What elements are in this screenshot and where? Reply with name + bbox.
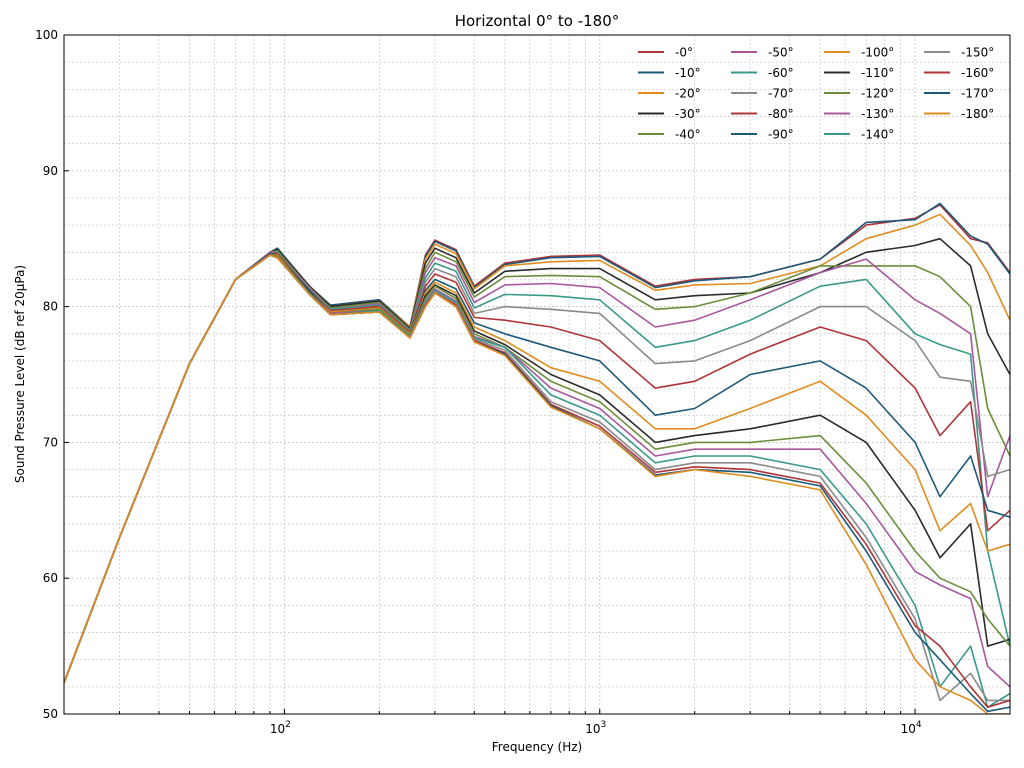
x-tick-label: 103 <box>585 720 606 736</box>
series-line-18 <box>64 254 1010 714</box>
y-tick-label: 80 <box>43 300 58 314</box>
x-tick-label: 102 <box>270 720 291 736</box>
series-line-7 <box>64 252 1010 684</box>
legend-label-9: -90° <box>768 128 794 142</box>
legend-label-7: -70° <box>768 87 794 101</box>
series-line-16 <box>64 254 1010 709</box>
legend-label-17: -170° <box>961 87 994 101</box>
series-line-8 <box>64 252 1010 684</box>
legend-label-6: -60° <box>768 66 794 80</box>
axis-ticks: 50 60 70 80 90 100 102 103 104 <box>35 28 1011 736</box>
series-line-14 <box>64 254 1010 709</box>
legend-label-13: -130° <box>861 107 894 121</box>
legend-label-18: -180° <box>961 107 994 121</box>
series-line-5 <box>64 251 1010 684</box>
legend-label-3: -30° <box>675 107 701 121</box>
chart-title: Horizontal 0° to -180° <box>455 12 620 30</box>
x-axis-label: Frequency (Hz) <box>492 740 583 754</box>
series-line-17 <box>64 254 1010 713</box>
legend-label-11: -110° <box>861 66 894 80</box>
series-lines <box>64 202 1010 714</box>
legend-label-5: -50° <box>768 46 794 60</box>
x-tick-label: 104 <box>901 720 922 736</box>
series-line-10 <box>64 254 1010 684</box>
series-line-15 <box>64 254 1010 702</box>
y-tick-label: 100 <box>35 28 58 42</box>
legend-label-2: -20° <box>675 87 701 101</box>
y-tick-label: 50 <box>43 707 58 721</box>
plot-frame <box>63 34 1011 715</box>
series-line-3 <box>64 237 1010 684</box>
y-tick-label: 70 <box>43 435 58 449</box>
legend-label-8: -80° <box>768 107 794 121</box>
series-line-9 <box>64 252 1010 684</box>
legend: -0° -10° -20° -30° -40° -50° -60° -70° -80° -90° -… <box>638 46 994 142</box>
legend-label-10: -100° <box>861 46 894 60</box>
legend-label-14: -140° <box>861 128 894 142</box>
legend-label-15: -150° <box>961 46 994 60</box>
legend-label-16: -160° <box>961 66 994 80</box>
legend-label-1: -10° <box>675 66 701 80</box>
series-line-6 <box>64 251 1010 684</box>
legend-label-12: -120° <box>861 87 894 101</box>
y-axis-label: Sound Pressure Level (dB ref 20µPa) <box>13 265 27 483</box>
series-line-12 <box>64 254 1010 684</box>
grid <box>63 34 1011 715</box>
series-line-11 <box>64 254 1010 684</box>
y-tick-label: 90 <box>43 164 58 178</box>
y-tick-label: 60 <box>43 571 58 585</box>
legend-label-4: -40° <box>675 128 701 142</box>
legend-label-0: -0° <box>675 46 693 60</box>
series-line-4 <box>64 250 1010 684</box>
series-line-13 <box>64 254 1010 688</box>
